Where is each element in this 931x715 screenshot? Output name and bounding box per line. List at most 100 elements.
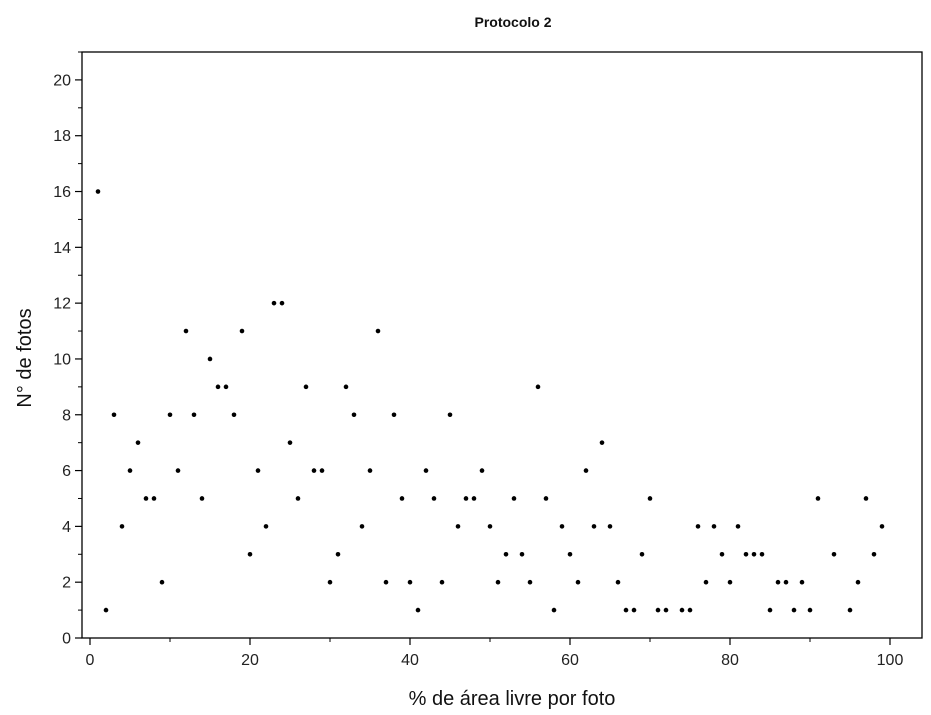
- data-point: [455, 524, 461, 529]
- y-tick-label: 16: [53, 184, 71, 201]
- data-point: [759, 551, 765, 557]
- data-point: [223, 384, 229, 390]
- data-point: [647, 496, 653, 501]
- data-point: [703, 579, 709, 585]
- data-point: [471, 496, 477, 501]
- data-point: [711, 524, 717, 529]
- data-point: [535, 384, 541, 390]
- x-tick-label: 20: [241, 652, 259, 669]
- data-point: [807, 607, 813, 613]
- data-point: [215, 384, 221, 390]
- data-point: [103, 607, 109, 613]
- data-point: [151, 496, 157, 501]
- data-point: [255, 468, 261, 473]
- data-point: [615, 579, 621, 585]
- data-point: [183, 328, 189, 334]
- data-point: [207, 356, 213, 362]
- y-tick-label: 6: [62, 463, 71, 480]
- data-point: [407, 579, 413, 585]
- data-point: [831, 551, 837, 557]
- data-point: [303, 384, 309, 390]
- data-point: [231, 412, 237, 418]
- data-point: [575, 579, 581, 585]
- data-point: [511, 496, 517, 501]
- data-point: [607, 524, 613, 529]
- data-point: [847, 607, 853, 613]
- data-point: [119, 524, 125, 529]
- data-point: [727, 579, 733, 585]
- data-point: [335, 551, 341, 557]
- data-point: [175, 468, 181, 473]
- data-point: [639, 551, 645, 557]
- data-point: [863, 496, 869, 501]
- y-tick-label: 4: [62, 519, 71, 536]
- data-point: [239, 328, 245, 334]
- data-point: [343, 384, 349, 390]
- data-point: [367, 468, 373, 473]
- data-point: [271, 300, 277, 306]
- data-point: [279, 300, 285, 306]
- data-point: [431, 496, 437, 501]
- data-point: [599, 440, 605, 445]
- data-point: [855, 579, 861, 585]
- data-point: [167, 412, 173, 418]
- x-axis-label: % de área livre por foto: [409, 688, 616, 710]
- y-tick-label: 20: [53, 72, 71, 89]
- data-point: [159, 579, 165, 585]
- data-point: [679, 607, 685, 613]
- data-point: [871, 551, 877, 557]
- data-point: [191, 412, 197, 418]
- chart-title: Protocolo 2: [474, 14, 551, 30]
- data-point: [383, 579, 389, 585]
- data-point: [719, 551, 725, 557]
- data-point: [311, 468, 317, 473]
- data-point: [583, 468, 589, 473]
- data-point: [695, 524, 701, 529]
- y-tick-label: 10: [53, 351, 71, 368]
- data-point: [295, 496, 301, 501]
- data-point: [423, 468, 429, 473]
- data-point: [743, 551, 749, 557]
- y-tick-label: 2: [62, 575, 71, 592]
- data-point: [543, 496, 549, 501]
- data-point: [287, 440, 293, 445]
- data-point: [567, 551, 573, 557]
- data-point: [495, 579, 501, 585]
- data-point: [623, 607, 629, 613]
- y-tick-label: 14: [53, 240, 71, 257]
- data-point: [439, 579, 445, 585]
- plot-frame: [81, 51, 923, 639]
- data-point: [463, 496, 469, 501]
- data-point: [143, 496, 149, 501]
- data-point: [735, 524, 741, 529]
- data-point: [447, 412, 453, 418]
- data-point: [879, 524, 885, 529]
- data-point: [479, 468, 485, 473]
- data-point: [791, 607, 797, 613]
- data-point: [399, 496, 405, 501]
- data-point: [799, 579, 805, 585]
- data-point: [135, 440, 141, 445]
- data-point: [247, 551, 253, 557]
- y-axis-label: N° de fotos: [14, 308, 36, 407]
- data-point: [631, 607, 637, 613]
- data-point: [559, 524, 565, 529]
- data-point: [319, 468, 325, 473]
- data-points: [95, 189, 885, 613]
- data-point: [359, 524, 365, 529]
- data-point: [95, 189, 101, 194]
- data-point: [327, 579, 333, 585]
- x-tick-label: 0: [86, 652, 95, 669]
- data-point: [127, 468, 133, 473]
- data-point: [351, 412, 357, 418]
- x-tick-label: 60: [561, 652, 579, 669]
- axes: 0 2 4 6 8 10 12 14 16 18 20 0 20 40 60 80 100: [53, 51, 923, 669]
- data-point: [503, 551, 509, 557]
- data-point: [591, 524, 597, 529]
- data-point: [687, 607, 693, 613]
- data-point: [663, 607, 669, 613]
- data-point: [551, 607, 557, 613]
- y-tick-label: 18: [53, 128, 71, 145]
- data-point: [487, 524, 493, 529]
- data-point: [655, 607, 661, 613]
